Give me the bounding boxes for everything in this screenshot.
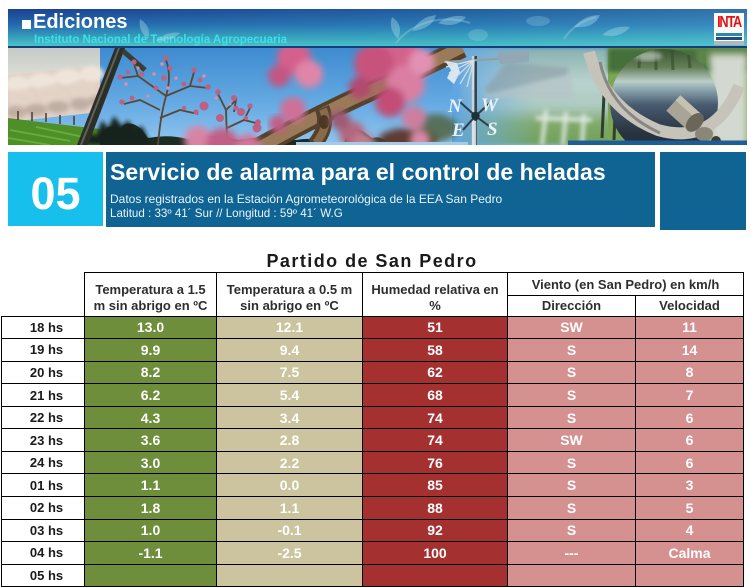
svg-text:W: W: [481, 95, 499, 116]
svg-text:E: E: [451, 120, 465, 141]
svg-text:S: S: [487, 119, 498, 140]
svg-text:N: N: [447, 96, 463, 117]
